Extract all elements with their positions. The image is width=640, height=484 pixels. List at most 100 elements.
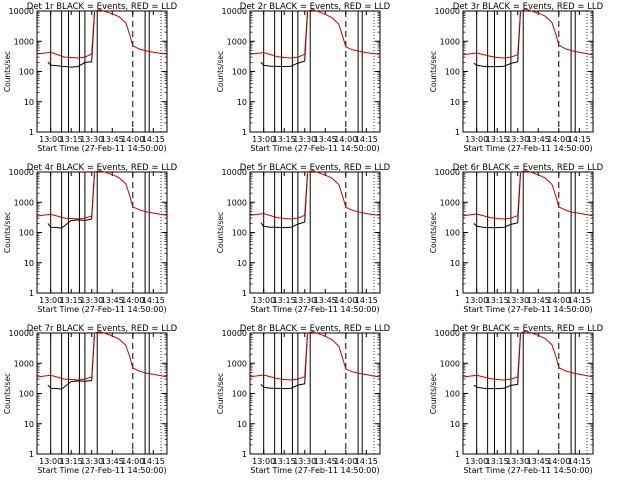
y-tick-label: 1000 (440, 198, 460, 207)
x-tick-label: 13:45 (527, 135, 550, 144)
x-axis-label: Start Time (27-Feb-11 14:50:00) (463, 305, 592, 314)
x-tick-label: 14:15 (355, 296, 378, 305)
y-axis-label: Counts/sec (3, 51, 12, 92)
x-tick-label: 13:30 (506, 457, 529, 466)
x-tick-label: 14:00 (547, 457, 570, 466)
y-tick-label: 10 (237, 98, 247, 107)
y-axis-label: Counts/sec (429, 373, 438, 414)
panel-det-7: Det 7r BLACK = Events, RED = LLD 1 10 100 10… (3, 324, 178, 475)
x-tick-label: 13:30 (80, 135, 103, 144)
y-tick-label: 100 (232, 68, 247, 77)
x-tick-label: 14:00 (334, 296, 357, 305)
series-events (47, 173, 95, 229)
x-tick-label: 13:15 (273, 135, 296, 144)
x-axis-label: Start Time (27-Feb-11 14:50:00) (463, 144, 592, 153)
series-events (260, 173, 308, 229)
y-tick-label: 1 (29, 128, 34, 137)
x-tick-label: 13:45 (101, 135, 124, 144)
y-tick-label: 100 (19, 390, 34, 399)
x-axis-label: Start Time (27-Feb-11 14:50:00) (250, 466, 379, 475)
y-tick-label: 1 (242, 289, 247, 298)
y-axis-label: Counts/sec (216, 373, 225, 414)
y-tick-label: 100 (232, 390, 247, 399)
x-tick-label: 13:30 (80, 296, 103, 305)
y-tick-label: 10000 (9, 168, 34, 177)
x-tick-label: 13:00 (252, 457, 275, 466)
x-tick-label: 13:30 (506, 296, 529, 305)
plot-frame (462, 332, 594, 455)
series-lld (36, 9, 168, 59)
y-tick-label: 10 (24, 420, 34, 429)
x-tick-label: 13:45 (314, 135, 337, 144)
x-axis-label: Start Time (27-Feb-11 14:50:00) (250, 144, 379, 153)
plot-frame (36, 10, 168, 133)
x-axis-label: Start Time (27-Feb-11 14:50:00) (37, 466, 166, 475)
x-tick-label: 13:00 (252, 135, 275, 144)
y-tick-label: 10 (237, 420, 247, 429)
panel-det-3: Det 3r BLACK = Events, RED = LLD 1 10 100 10… (429, 2, 604, 153)
y-tick-label: 10 (24, 98, 34, 107)
x-tick-label: 13:00 (39, 457, 62, 466)
panel-title: Det 7r BLACK = Events, RED = LLD (27, 324, 178, 334)
x-tick-label: 13:45 (314, 296, 337, 305)
y-tick-label: 100 (232, 229, 247, 238)
y-axis-label: Counts/sec (429, 51, 438, 92)
panel-det-4: Det 4r BLACK = Events, RED = LLD 1 10 100 10… (3, 163, 178, 314)
series-events (473, 11, 521, 68)
y-tick-label: 1 (455, 289, 460, 298)
plot-frame (36, 171, 168, 294)
series-lld (36, 331, 168, 381)
x-tick-label: 13:15 (486, 135, 509, 144)
y-tick-label: 10 (237, 259, 247, 268)
y-axis-label: Counts/sec (216, 212, 225, 253)
x-tick-label: 14:15 (568, 457, 591, 466)
y-tick-label: 1 (242, 450, 247, 459)
panel-title: Det 9r BLACK = Events, RED = LLD (453, 324, 604, 334)
panel-det-2: Det 2r BLACK = Events, RED = LLD 1 10 100 10… (216, 2, 391, 153)
y-tick-label: 10000 (435, 329, 460, 338)
x-tick-label: 13:15 (273, 296, 296, 305)
y-tick-label: 1000 (14, 359, 34, 368)
x-tick-label: 13:45 (101, 457, 124, 466)
x-tick-label: 14:00 (334, 457, 357, 466)
panel-title: Det 3r BLACK = Events, RED = LLD (453, 2, 604, 12)
y-tick-label: 100 (445, 68, 460, 77)
series-events (47, 12, 95, 68)
x-tick-label: 14:00 (121, 296, 144, 305)
y-tick-label: 10000 (9, 7, 34, 16)
x-tick-label: 14:00 (547, 296, 570, 305)
x-tick-label: 14:15 (355, 135, 378, 144)
series-events (260, 334, 308, 390)
series-lld (249, 9, 381, 59)
x-tick-label: 13:00 (252, 296, 275, 305)
y-tick-label: 10000 (435, 7, 460, 16)
plot-frame (249, 332, 381, 455)
x-tick-label: 13:30 (293, 135, 316, 144)
panel-det-8: Det 8r BLACK = Events, RED = LLD 1 10 100 10… (216, 324, 391, 475)
x-tick-label: 13:15 (486, 296, 509, 305)
y-tick-label: 10 (450, 420, 460, 429)
y-tick-label: 10000 (222, 329, 247, 338)
x-tick-label: 14:15 (142, 457, 165, 466)
y-axis-label: Counts/sec (216, 51, 225, 92)
x-tick-label: 13:45 (527, 457, 550, 466)
x-tick-label: 14:00 (121, 135, 144, 144)
x-tick-label: 14:00 (334, 135, 357, 144)
y-axis-label: Counts/sec (3, 373, 12, 414)
x-tick-label: 13:45 (527, 296, 550, 305)
x-tick-label: 13:00 (39, 135, 62, 144)
y-tick-label: 1 (455, 450, 460, 459)
panel-det-6: Det 6r BLACK = Events, RED = LLD 1 10 100 10… (429, 163, 604, 314)
y-tick-label: 10000 (222, 168, 247, 177)
panel-det-5: Det 5r BLACK = Events, RED = LLD 1 10 100 10… (216, 163, 391, 314)
x-tick-label: 13:30 (80, 457, 103, 466)
panel-title: Det 8r BLACK = Events, RED = LLD (240, 324, 391, 334)
panel-title: Det 2r BLACK = Events, RED = LLD (240, 2, 391, 12)
x-tick-label: 14:15 (568, 296, 591, 305)
x-tick-label: 14:15 (355, 457, 378, 466)
x-axis-label: Start Time (27-Feb-11 14:50:00) (37, 305, 166, 314)
x-axis-label: Start Time (27-Feb-11 14:50:00) (250, 305, 379, 314)
y-tick-label: 1 (29, 289, 34, 298)
panel-det-9: Det 9r BLACK = Events, RED = LLD 1 10 100 10… (429, 324, 604, 475)
